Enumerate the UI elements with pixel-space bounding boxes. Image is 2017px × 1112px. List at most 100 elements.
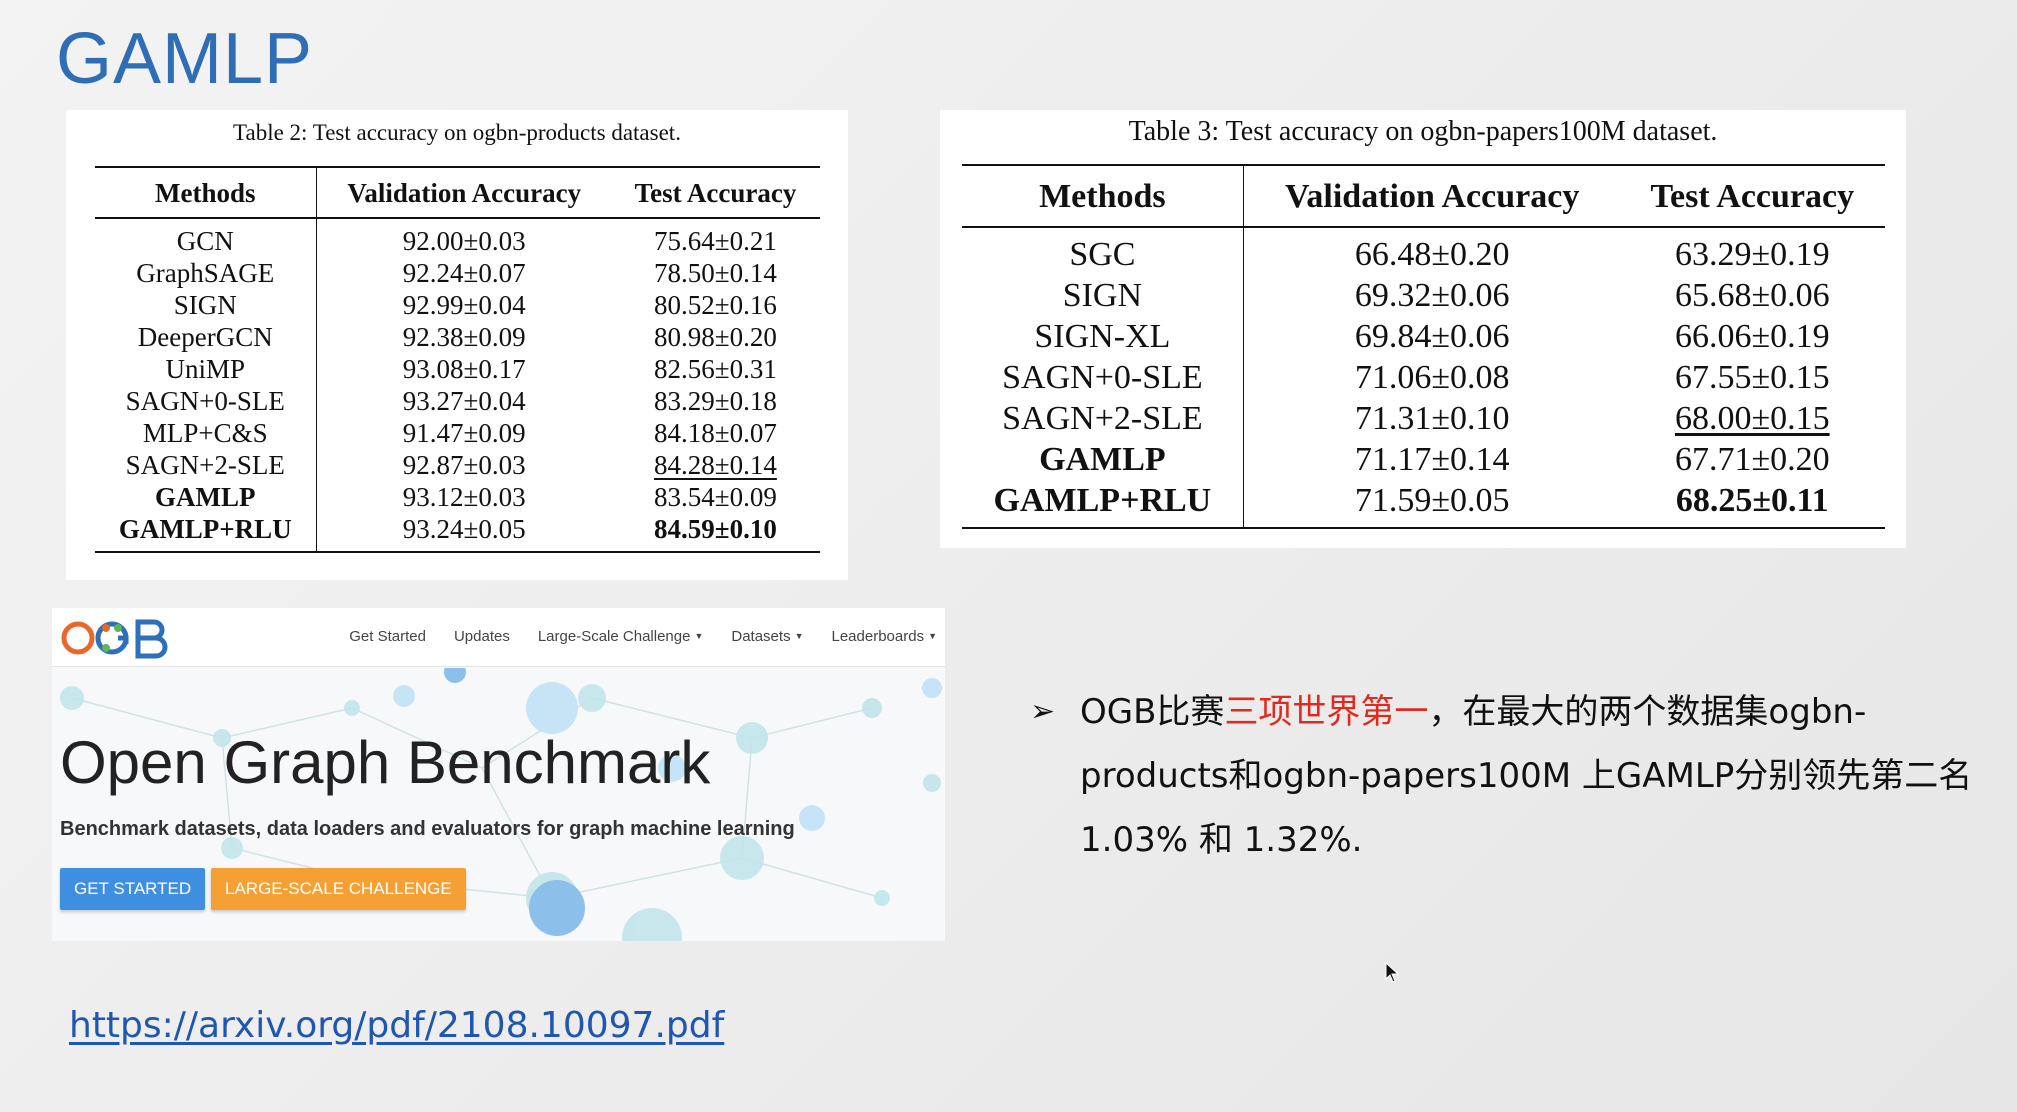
arrow-bullet-icon: ➢ xyxy=(1030,694,1056,729)
method-cell: SAGN+0-SLE xyxy=(961,357,1245,398)
table-row: SIGN-XL 69.84±0.06 66.06±0.19 xyxy=(961,316,1885,357)
test-cell: 83.29±0.18 xyxy=(654,386,777,416)
test-cell: 80.52±0.16 xyxy=(654,290,777,320)
test-cell: 67.71±0.20 xyxy=(1674,441,1830,478)
header-test: Test Accuracy xyxy=(634,178,797,208)
method-cell: GAMLP xyxy=(961,439,1245,480)
val-cell: 93.24±0.05 xyxy=(402,514,526,544)
val-cell: 92.38±0.09 xyxy=(402,322,526,352)
table-header-row: Methods Validation Accuracy Test Accurac… xyxy=(961,165,1885,227)
slide-title: GAMLP xyxy=(56,19,314,99)
method-cell: GAMLP+RLU xyxy=(961,480,1245,528)
nav-label: Large-Scale Challenge xyxy=(537,628,691,645)
test-cell: 78.50±0.14 xyxy=(654,258,777,288)
header-methods: Methods xyxy=(94,167,318,218)
test-cell: 68.00±0.15 xyxy=(1674,400,1830,437)
test-cell: 75.64±0.21 xyxy=(654,226,777,256)
val-cell: 93.08±0.17 xyxy=(402,354,526,384)
val-cell: 92.00±0.03 xyxy=(402,226,526,256)
val-cell: 69.84±0.06 xyxy=(1354,318,1510,355)
test-cell: 83.54±0.09 xyxy=(654,482,777,512)
nav-datasets[interactable]: Datasets ▼ xyxy=(731,628,803,645)
val-cell: 71.59±0.05 xyxy=(1354,482,1510,519)
val-cell: 69.32±0.06 xyxy=(1354,277,1510,314)
test-cell: 84.18±0.07 xyxy=(654,418,777,448)
get-started-button[interactable]: GET STARTED xyxy=(60,868,206,910)
test-cell: 63.29±0.19 xyxy=(1674,236,1830,273)
table-row: UniMP 93.08±0.17 82.56±0.31 xyxy=(94,353,820,385)
val-cell: 92.24±0.07 xyxy=(402,258,526,288)
method-cell: SGC xyxy=(961,227,1245,275)
nav-leaderboards[interactable]: Leaderboards ▼ xyxy=(832,628,938,645)
hero-subtitle: Benchmark datasets, data loaders and eva… xyxy=(60,818,795,840)
nav-updates[interactable]: Updates xyxy=(453,628,510,645)
ogb-logo-icon: OGB xyxy=(60,614,168,659)
table-row: MLP+C&S 91.47±0.09 84.18±0.07 xyxy=(94,417,820,449)
test-cell: 68.25±0.11 xyxy=(1675,482,1829,519)
bullet-text: OGB比赛三项世界第一，在最大的两个数据集ogbn-products和ogbn-… xyxy=(1080,680,1990,872)
graph-network-background xyxy=(60,668,942,941)
test-cell: 67.55±0.15 xyxy=(1674,359,1830,396)
table-row: GAMLP+RLU 71.59±0.05 68.25±0.11 xyxy=(961,480,1885,528)
val-cell: 71.06±0.08 xyxy=(1354,359,1510,396)
method-cell: SAGN+2-SLE xyxy=(94,449,318,481)
val-cell: 92.87±0.03 xyxy=(402,450,526,480)
caret-down-icon: ▼ xyxy=(694,631,704,641)
mouse-cursor-icon xyxy=(1385,962,1400,983)
table-row: SAGN+2-SLE 92.87±0.03 84.28±0.14 xyxy=(94,449,820,481)
table-caption: Table 3: Test accuracy on ogbn-papers100… xyxy=(1128,116,1718,147)
test-cell: 82.56±0.31 xyxy=(654,354,777,384)
bullet-highlight: 三项世界第一 xyxy=(1224,692,1429,732)
header-methods: Methods xyxy=(961,165,1245,227)
svg-text:OGB: OGB xyxy=(60,614,96,618)
table-row: SIGN 69.32±0.06 65.68±0.06 xyxy=(961,275,1885,316)
test-cell: 66.06±0.19 xyxy=(1674,318,1830,355)
method-cell: UniMP xyxy=(94,353,318,385)
nav-label: Leaderboards xyxy=(831,628,925,645)
ogb-navbar: OGB Get Started Updates Large-Scale Chal… xyxy=(52,608,945,667)
table-row: SIGN 92.99±0.04 80.52±0.16 xyxy=(94,289,820,321)
method-cell: GAMLP+RLU xyxy=(94,513,318,552)
method-cell: SIGN xyxy=(94,289,318,321)
table-row: SAGN+0-SLE 93.27±0.04 83.29±0.18 xyxy=(94,385,820,417)
nav-large-scale-challenge[interactable]: Large-Scale Challenge ▼ xyxy=(538,628,704,645)
val-cell: 93.12±0.03 xyxy=(402,482,526,512)
method-cell: MLP+C&S xyxy=(94,417,318,449)
hero-title: Open Graph Benchmark xyxy=(60,729,711,796)
table-row: SAGN+2-SLE 71.31±0.10 68.00±0.15 xyxy=(961,398,1885,439)
bullet-point: ➢ OGB比赛三项世界第一，在最大的两个数据集ogbn-products和ogb… xyxy=(1030,680,1990,872)
table-row: GAMLP+RLU 93.24±0.05 84.59±0.10 xyxy=(94,513,820,552)
method-cell: GCN xyxy=(94,218,318,257)
header-validation: Validation Accuracy xyxy=(347,178,582,208)
method-cell: GAMLP xyxy=(94,481,318,513)
nav-get-started[interactable]: Get Started xyxy=(349,628,426,645)
method-cell: GraphSAGE xyxy=(94,257,318,289)
method-cell: SIGN xyxy=(961,275,1245,316)
header-test: Test Accuracy xyxy=(1650,178,1855,215)
test-cell: 65.68±0.06 xyxy=(1674,277,1830,314)
header-validation: Validation Accuracy xyxy=(1284,178,1580,215)
paper-link[interactable]: https://arxiv.org/pdf/2108.10097.pdf xyxy=(69,1005,725,1046)
table-row: GCN 92.00±0.03 75.64±0.21 xyxy=(94,218,820,257)
table-row: GAMLP 71.17±0.14 67.71±0.20 xyxy=(961,439,1885,480)
ogb-website-screenshot: OGB Get Started Updates Large-Scale Chal… xyxy=(52,608,945,941)
val-cell: 93.27±0.04 xyxy=(402,386,526,416)
val-cell: 71.31±0.10 xyxy=(1354,400,1510,437)
nav-label: Datasets xyxy=(731,628,791,645)
table-row: GAMLP 93.12±0.03 83.54±0.09 xyxy=(94,481,820,513)
table-ogbn-products: Table 2: Test accuracy on ogbn-products … xyxy=(66,110,848,580)
method-cell: SIGN-XL xyxy=(961,316,1245,357)
caret-down-icon: ▼ xyxy=(794,631,804,641)
table-ogbn-papers100m: Table 3: Test accuracy on ogbn-papers100… xyxy=(940,110,1906,548)
table-row: GraphSAGE 92.24±0.07 78.50±0.14 xyxy=(94,257,820,289)
method-cell: SAGN+0-SLE xyxy=(94,385,318,417)
caret-down-icon: ▼ xyxy=(928,631,937,641)
results-table: Methods Validation Accuracy Test Accurac… xyxy=(961,164,1885,529)
val-cell: 92.99±0.04 xyxy=(402,290,526,320)
test-cell: 84.28±0.14 xyxy=(654,450,777,480)
test-cell: 80.98±0.20 xyxy=(654,322,777,352)
large-scale-challenge-button[interactable]: LARGE-SCALE CHALLENGE xyxy=(211,868,466,910)
table-row: DeeperGCN 92.38±0.09 80.98±0.20 xyxy=(94,321,820,353)
table-caption: Table 2: Test accuracy on ogbn-products … xyxy=(233,120,681,145)
method-cell: DeeperGCN xyxy=(94,321,318,353)
